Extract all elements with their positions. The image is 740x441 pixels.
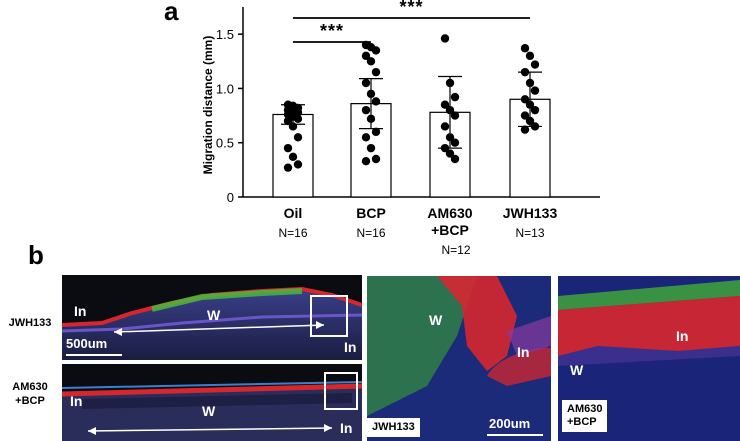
data-point (450, 111, 460, 120)
data-point (520, 95, 530, 104)
micrograph-am630-zoom: In W AM630 +BCP (558, 276, 740, 441)
data-point (530, 60, 540, 69)
data-point (520, 44, 530, 53)
y-tick-label: 1.0 (216, 81, 234, 96)
y-tick-label: 1.5 (216, 27, 234, 42)
data-point (520, 67, 530, 77)
inset-box-2 (324, 372, 358, 410)
y-tick-label: 0.5 (216, 136, 234, 151)
data-point (366, 143, 376, 153)
inset1-label: JWH133 (367, 418, 420, 437)
y-axis-label: Migration distance (mm) (201, 36, 215, 175)
category-label: AM630 (427, 205, 472, 221)
data-point (525, 78, 535, 88)
data-point (445, 105, 455, 115)
data-point (440, 122, 450, 131)
data-point (293, 133, 303, 142)
data-point (450, 138, 460, 147)
data-point (530, 122, 540, 131)
w-label-zoom-2: W (570, 362, 584, 378)
data-point (366, 114, 376, 124)
data-point (520, 111, 530, 120)
migration-arrow-2 (87, 424, 333, 435)
scale-label-200: 200um (489, 416, 531, 431)
in-label-right-2: In (340, 420, 353, 436)
row2-label: AM630 +BCP (12, 381, 48, 407)
data-point (440, 100, 450, 109)
significance-label: *** (320, 21, 344, 41)
data-point (530, 86, 540, 95)
data-point (530, 105, 540, 115)
data-point (283, 143, 293, 153)
in-label-zoom-2: In (676, 328, 689, 344)
w-label-2: W (202, 403, 216, 419)
n-label: N=16 (356, 226, 385, 240)
data-point (283, 163, 293, 172)
data-point (288, 152, 298, 162)
significance-label: *** (399, 0, 423, 17)
data-point (366, 89, 376, 99)
category-label: +BCP (431, 222, 469, 238)
category-label: Oil (284, 205, 303, 221)
micrograph-jwh133-section: In W In 500um (62, 275, 362, 360)
data-point (450, 154, 460, 164)
data-point (371, 46, 381, 55)
data-point (293, 160, 303, 169)
panel-a-label: a (164, 0, 179, 26)
category-label: BCP (356, 205, 386, 221)
data-point (525, 116, 535, 126)
data-point (361, 51, 371, 61)
data-point (371, 127, 381, 137)
data-point (361, 156, 371, 166)
in-label-left: In (74, 303, 87, 319)
inset2-label: AM630 +BCP (562, 400, 608, 432)
micrograph-jwh133-zoom: W In JWH133 200um (367, 276, 551, 441)
data-point (371, 154, 381, 164)
data-point (525, 100, 535, 109)
panel-b-label: b (28, 240, 44, 270)
in-label-zoom: In (517, 344, 530, 360)
data-point (361, 78, 371, 88)
category-label: JWH133 (503, 205, 558, 221)
scale-bar-500 (66, 354, 122, 356)
data-point (371, 67, 381, 77)
migration-arrow (113, 321, 325, 336)
inset-box (310, 295, 348, 337)
data-point (440, 143, 450, 153)
data-point (288, 122, 298, 131)
w-label-zoom: W (429, 312, 443, 328)
scale-bar-200 (487, 434, 543, 436)
micrograph-am630-section: In W In (62, 364, 362, 441)
row1-label: JWH133 (8, 317, 52, 329)
in-label-left-2: In (70, 393, 83, 409)
y-tick-label: 0 (227, 190, 234, 205)
data-point (525, 51, 535, 61)
data-point (440, 34, 450, 43)
data-point (293, 114, 303, 124)
in-label-right: In (344, 339, 357, 355)
data-point (361, 133, 371, 142)
scale-label-500: 500um (66, 336, 108, 351)
data-point (283, 116, 293, 126)
n-label: N=16 (278, 226, 307, 240)
data-point (445, 78, 455, 88)
w-label: W (207, 307, 221, 323)
data-point (445, 133, 455, 142)
data-point (520, 125, 530, 134)
data-point (366, 57, 376, 66)
n-label: N=12 (441, 243, 470, 257)
data-point (445, 149, 455, 158)
data-point (450, 92, 460, 102)
data-point (361, 105, 371, 115)
data-point (371, 97, 381, 106)
n-label: N=13 (515, 226, 544, 240)
